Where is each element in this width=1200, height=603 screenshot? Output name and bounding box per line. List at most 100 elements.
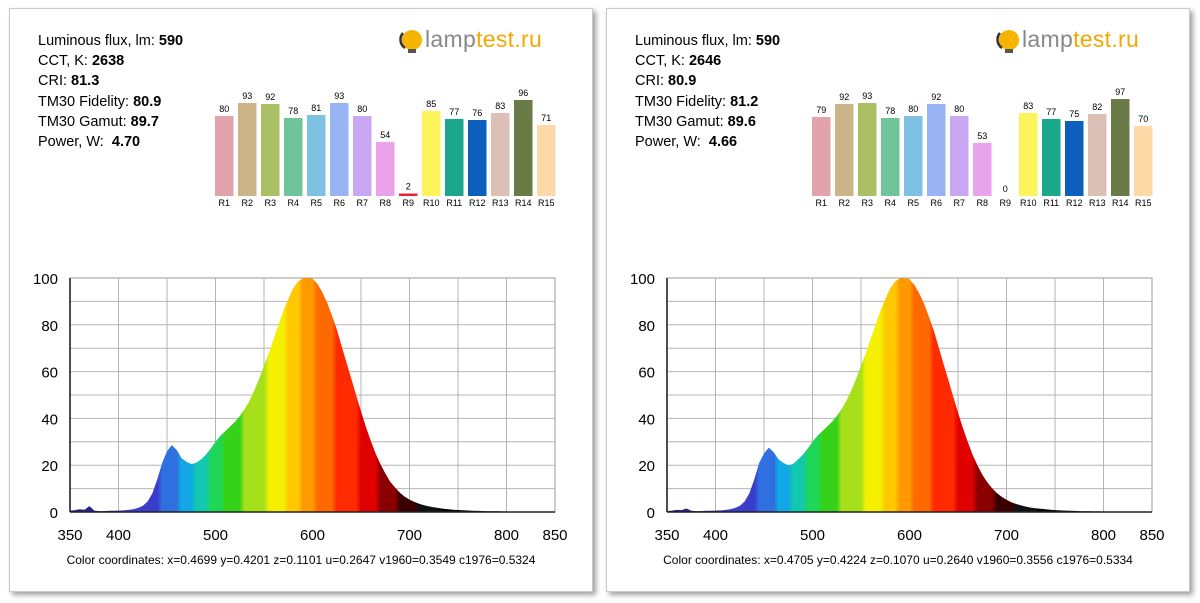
stat-tm30-gamut: TM30 Gamut: 89.6 (635, 113, 756, 130)
cri-bar-R6 (927, 104, 946, 196)
cri-bar-R4 (284, 118, 303, 196)
cri-bar-label: R15 (538, 198, 555, 208)
x-tick-label: 350 (57, 527, 82, 544)
cri-bar-R14 (514, 100, 533, 196)
cri-bar-value: 53 (977, 131, 987, 141)
y-tick-label: 20 (638, 458, 655, 475)
stat-tm30-fidelity: TM30 Fidelity: 81.2 (635, 93, 759, 110)
cri-bar-value: 83 (1023, 101, 1033, 111)
x-tick-label: 850 (542, 527, 567, 544)
cri-bar-R9 (399, 193, 418, 196)
cri-bar-label: R4 (884, 198, 896, 208)
cri-bar-label: R15 (1135, 198, 1152, 208)
stats-block: Luminous flux, lm: 590 CCT, K: 2646 CRI:… (635, 31, 780, 152)
x-tick-label: 500 (800, 527, 825, 544)
stat-power: Power, W: 4.66 (635, 134, 738, 151)
cri-bar-value: 79 (816, 105, 826, 115)
cri-bar-value: 76 (472, 108, 482, 118)
cri-bar-label: R3 (264, 198, 276, 208)
cri-bar-label: R6 (930, 198, 942, 208)
cri-bar-value: 75 (1069, 109, 1079, 119)
cri-bar-value: 77 (1046, 107, 1056, 117)
cri-bar-R12 (1065, 121, 1084, 196)
cri-bar-value: 80 (357, 104, 367, 114)
cri-bar-value: 81 (311, 103, 321, 113)
stat-cct: CCT, K: 2638 (38, 53, 125, 70)
cri-bar-value: 54 (380, 130, 390, 140)
cri-bar-label: R9 (999, 198, 1011, 208)
cri-bar-label: R11 (446, 198, 462, 208)
cri-bar-R15 (537, 125, 556, 196)
cri-bar-label: R7 (953, 198, 965, 208)
x-tick-label: 600 (897, 527, 922, 544)
x-tick-label: 500 (203, 527, 228, 544)
color-coordinates: Color coordinates: x=0.4705 y=0.4224 z=0… (663, 553, 1133, 567)
cri-bar-value: 93 (862, 91, 872, 101)
x-tick-label: 700 (397, 527, 422, 544)
cri-bar-label: R10 (1020, 198, 1037, 208)
cri-bar-R3 (858, 103, 877, 196)
cri-bar-value: 80 (954, 104, 964, 114)
cri-bar-label: R10 (423, 198, 440, 208)
cri-bar-value: 71 (541, 113, 551, 123)
cri-bar-value: 97 (1115, 87, 1125, 97)
y-tick-label: 20 (41, 458, 58, 475)
cri-bar-R5 (307, 115, 326, 196)
stat-cri: CRI: 80.9 (635, 73, 697, 90)
cri-bar-value: 96 (518, 88, 528, 98)
cri-bar-value: 82 (1092, 102, 1102, 112)
cri-bar-R2 (835, 104, 854, 196)
cri-bar-value: 92 (839, 92, 849, 102)
cri-bar-R14 (1111, 99, 1130, 196)
cri-bar-value: 78 (885, 106, 895, 116)
cri-bar-value: 70 (1138, 114, 1148, 124)
stat-cri: CRI: 81.3 (38, 73, 100, 90)
cri-bar-label: R1 (218, 198, 230, 208)
y-tick-label: 80 (41, 318, 58, 335)
cri-bar-chart: 79 R1 92 R2 93 R3 78 R4 80 R5 92 R6 80 R7 53 R8 0 R9 83 R10… (812, 87, 1153, 208)
cri-bar-value: 80 (908, 104, 918, 114)
x-tick-label: 800 (1091, 527, 1116, 544)
chart-canvas-left: 80 R1 93 R2 92 R3 78 R4 81 R5 93 R6 80 R7 54 R8 2 R9 85 R10… (33, 88, 568, 544)
cri-bar-value: 0 (1003, 184, 1008, 194)
stat-tm30-gamut: TM30 Gamut: 89.7 (38, 113, 159, 130)
cri-bar-label: R7 (356, 198, 368, 208)
y-tick-label: 80 (638, 318, 655, 335)
cri-bar-label: R11 (1043, 198, 1059, 208)
cri-bar-label: R4 (287, 198, 299, 208)
cri-bar-label: R9 (402, 198, 414, 208)
cri-bar-value: 80 (219, 104, 229, 114)
cri-bar-R6 (330, 103, 349, 196)
cri-bar-label: R5 (310, 198, 322, 208)
y-tick-label: 60 (41, 365, 58, 382)
spectrum-area (70, 278, 555, 512)
cri-bar-label: R13 (1089, 198, 1106, 208)
lamp-bulb-icon (399, 30, 422, 53)
cri-bar-label: R14 (1112, 198, 1129, 208)
cri-bar-R5 (904, 116, 923, 196)
cri-bar-R1 (215, 116, 234, 196)
cri-bar-R15 (1134, 126, 1153, 196)
x-tick-label: 850 (1139, 527, 1164, 544)
cri-bar-R8 (973, 143, 992, 196)
cri-bar-R7 (950, 116, 969, 196)
stat-cct: CCT, K: 2646 (635, 53, 722, 70)
stat-luminous-flux: Luminous flux, lm: 590 (38, 33, 184, 49)
cri-bar-R1 (812, 117, 831, 196)
stats-block: Luminous flux, lm: 590 CCT, K: 2638 CRI:… (38, 31, 183, 152)
x-tick-label: 350 (654, 527, 679, 544)
y-tick-label: 100 (33, 271, 58, 288)
stat-luminous-flux: Luminous flux, lm: 590 (635, 33, 781, 49)
cri-bar-value: 93 (334, 91, 344, 101)
cri-bar-label: R3 (861, 198, 873, 208)
cri-bar-value: 85 (426, 99, 436, 109)
lamp-bulb-icon (996, 30, 1019, 53)
cri-bar-value: 83 (495, 101, 505, 111)
measurement-panel-right: 79 R1 92 R2 93 R3 78 R4 80 R5 92 R6 80 R7 53 R8 0 R9 83 R10… (606, 8, 1190, 592)
stat-power: Power, W: 4.70 (38, 134, 141, 151)
y-tick-label: 0 (50, 505, 58, 522)
cri-bar-label: R13 (492, 198, 509, 208)
cri-bar-value: 78 (288, 106, 298, 116)
cri-bar-label: R8 (976, 198, 988, 208)
cri-bar-R8 (376, 142, 395, 196)
